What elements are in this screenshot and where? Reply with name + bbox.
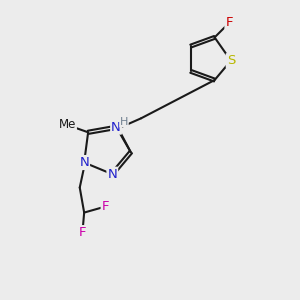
Text: F: F — [225, 16, 233, 29]
Text: H: H — [120, 117, 128, 127]
Text: N: N — [79, 156, 89, 169]
Text: N: N — [111, 121, 121, 134]
Text: F: F — [79, 226, 86, 239]
Text: S: S — [227, 54, 235, 67]
Text: F: F — [102, 200, 109, 213]
Text: N: N — [107, 168, 117, 181]
Text: Me: Me — [58, 118, 76, 131]
